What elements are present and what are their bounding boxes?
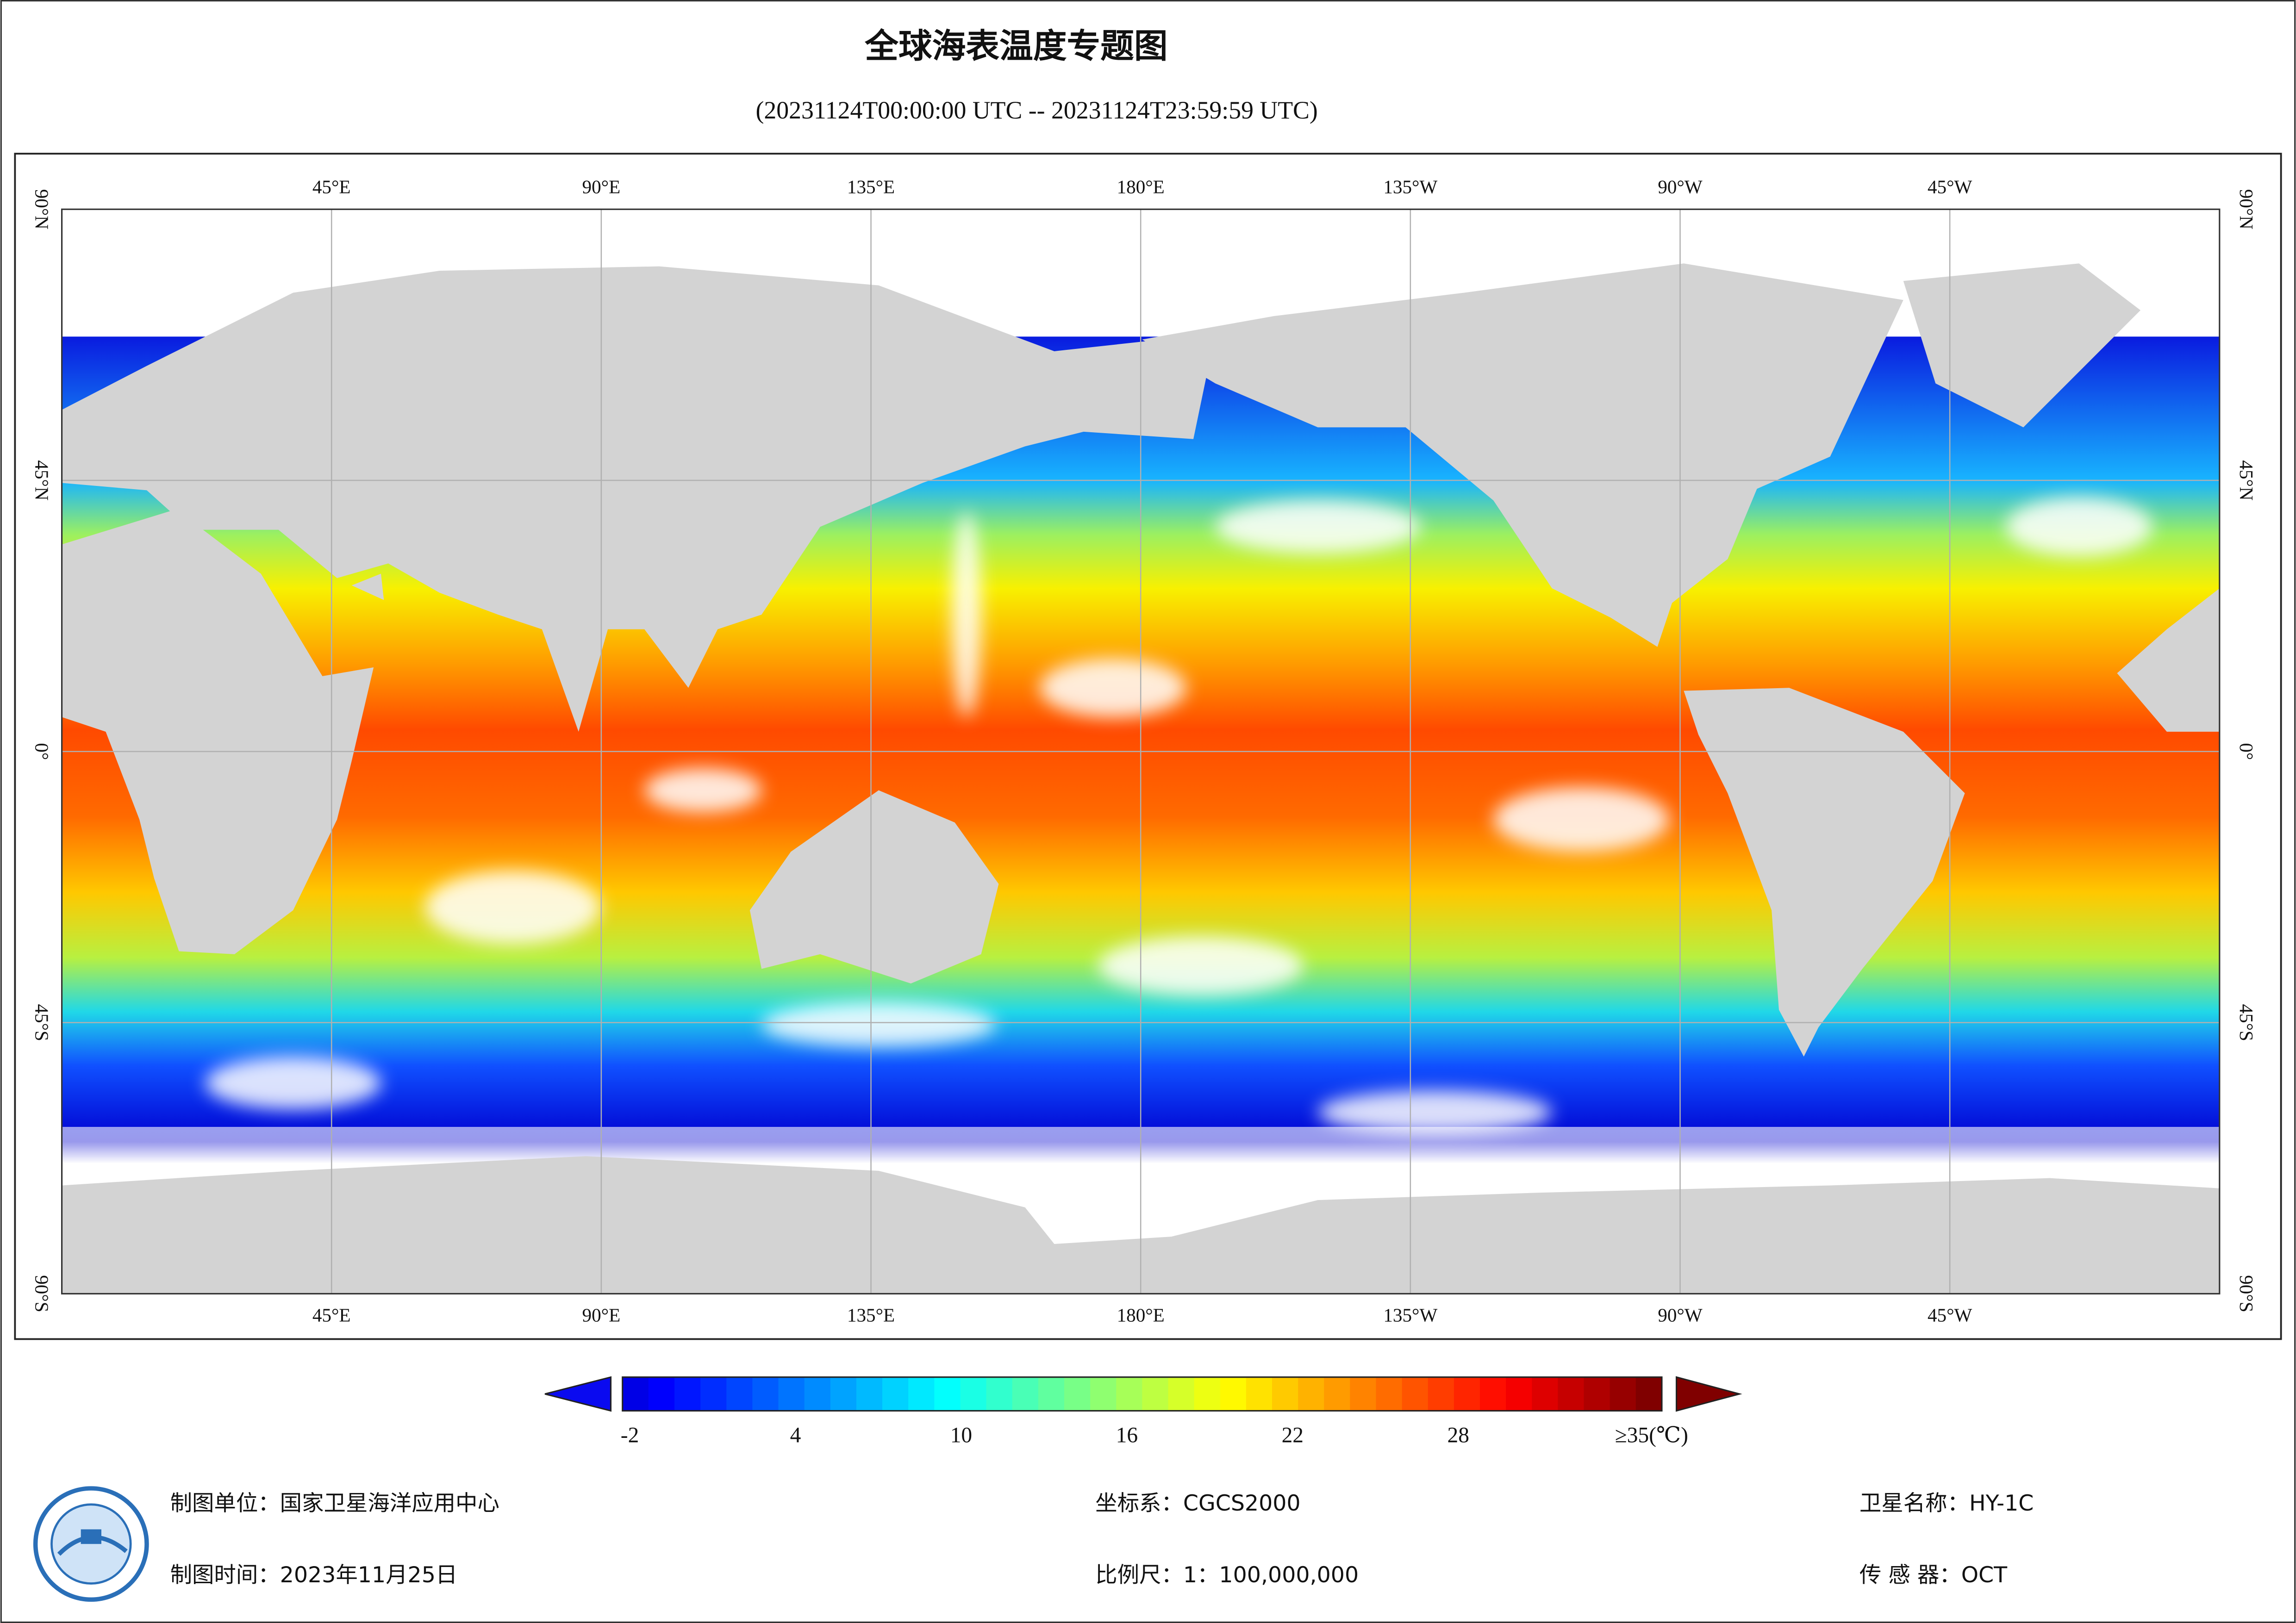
- lon-label-bottom: 135°W: [1383, 1305, 1437, 1326]
- colorbar-cell: [1532, 1377, 1559, 1411]
- lon-label-top: 45°W: [1928, 176, 1972, 197]
- colorbar-cell: [1610, 1377, 1636, 1411]
- colorbar-cell: [882, 1377, 909, 1411]
- colorbar-cell: [1272, 1377, 1299, 1411]
- footer-satellite: 卫星名称：HY-1C: [1859, 1491, 2034, 1516]
- lon-label-bottom: 90°E: [582, 1305, 621, 1326]
- colorbar-cell: [1038, 1377, 1065, 1411]
- colorbar-cell: [1402, 1377, 1429, 1411]
- lon-label-bottom: 45°W: [1928, 1305, 1972, 1326]
- lon-label-top: 45°E: [312, 176, 351, 197]
- colorbar-cell: [1584, 1377, 1610, 1411]
- colorbar-cell: [1142, 1377, 1169, 1411]
- colorbar-cell: [1324, 1377, 1351, 1411]
- lon-label-top: 90°W: [1658, 176, 1703, 197]
- lat-label-right: 45°N: [2236, 460, 2257, 500]
- map-frame: [14, 153, 2282, 1340]
- colorbar-cell: [856, 1377, 883, 1411]
- colorbar-cell: [674, 1377, 701, 1411]
- colorbar-tick-label: 22: [1282, 1423, 1304, 1447]
- colorbar-cell: [648, 1377, 675, 1411]
- colorbar-tick-label: 10: [950, 1423, 972, 1447]
- lat-label-right: 0°: [2236, 743, 2257, 760]
- lon-label-top: 135°W: [1383, 176, 1437, 197]
- colorbar-cell: [908, 1377, 935, 1411]
- colorbar-cell: [934, 1377, 961, 1411]
- colorbar-tick-label: 4: [790, 1423, 801, 1447]
- colorbar-cell: [1090, 1377, 1117, 1411]
- colorbar-tick-label: -2: [621, 1423, 639, 1447]
- footer-unit: 制图单位：国家卫星海洋应用中心: [170, 1491, 499, 1516]
- footer-scale: 比例尺：1：100,000,000: [1095, 1562, 1359, 1588]
- lat-label-left: 90°S: [31, 1275, 53, 1312]
- colorbar-cell: [986, 1377, 1013, 1411]
- lon-label-top: 135°E: [847, 176, 895, 197]
- colorbar-cell: [960, 1377, 987, 1411]
- colorbar-cell: [700, 1377, 727, 1411]
- colorbar-cell: [1116, 1377, 1143, 1411]
- colorbar-cell: [1298, 1377, 1325, 1411]
- colorbar-low-arrow: [544, 1376, 612, 1412]
- colorbar-cell: [1350, 1377, 1377, 1411]
- colorbar-cell: [1454, 1377, 1481, 1411]
- colorbar-cell: [1012, 1377, 1039, 1411]
- colorbar-cell: [1168, 1377, 1195, 1411]
- lat-label-left: 90°N: [31, 189, 53, 230]
- logo: [33, 1486, 149, 1602]
- colorbar-cell: [1480, 1377, 1507, 1411]
- lat-label-right: 45°S: [2236, 1004, 2257, 1041]
- colorbar-cell: [1558, 1377, 1585, 1411]
- footer-time: 制图时间：2023年11月25日: [170, 1562, 458, 1588]
- lon-label-bottom: 45°E: [312, 1305, 351, 1326]
- lat-label-right: 90°N: [2236, 189, 2257, 230]
- cloud-gaps: [205, 497, 2152, 1134]
- lon-label-top: 180°E: [1117, 176, 1165, 197]
- footer-sensor: 传 感 器：OCT: [1859, 1562, 2008, 1588]
- colorbar-cell: [1064, 1377, 1091, 1411]
- colorbar-cell: [752, 1377, 779, 1411]
- colorbar-cell: [1635, 1377, 1662, 1411]
- colorbar-tick-label: 16: [1116, 1423, 1138, 1447]
- subtitle: (20231124T00:00:00 UTC -- 20231124T23:59…: [756, 96, 1318, 124]
- colorbar-tick-label: ≥35(℃): [1615, 1423, 1688, 1447]
- lat-label-left: 45°N: [31, 460, 53, 500]
- colorbar-tick-label: 28: [1447, 1423, 1469, 1447]
- colorbar-cell: [1428, 1377, 1454, 1411]
- colorbar-cell: [778, 1377, 805, 1411]
- footer-crs: 坐标系：CGCS2000: [1095, 1491, 1300, 1516]
- graticule: 45°E 45°E 90°E 90°E 135°E 135°E 180°E 180°E 135°…: [31, 176, 2257, 1325]
- colorbar-cell: [1506, 1377, 1533, 1411]
- colorbar-cell: [830, 1377, 857, 1411]
- colorbar-cell: [804, 1377, 831, 1411]
- colorbar-high-arrow: [1676, 1376, 1742, 1412]
- colorbar-cell: [726, 1377, 753, 1411]
- lat-label-right: 90°S: [2236, 1275, 2257, 1312]
- colorbar-cell: [1376, 1377, 1403, 1411]
- lon-label-bottom: 90°W: [1658, 1305, 1703, 1326]
- colorbar-cell: [1220, 1377, 1247, 1411]
- lat-label-left: 0°: [31, 743, 53, 760]
- lat-label-left: 45°S: [31, 1004, 53, 1041]
- lon-label-top: 90°E: [582, 176, 621, 197]
- colorbar-cell: [622, 1377, 649, 1411]
- colorbar-cell: [1246, 1377, 1273, 1411]
- lon-label-bottom: 180°E: [1117, 1305, 1165, 1326]
- lon-label-bottom: 135°E: [847, 1305, 895, 1326]
- colorbar: -2 4 10 16 22 28 ≥35(℃): [544, 1376, 1742, 1447]
- colorbar-cell: [1194, 1377, 1221, 1411]
- map-border: [61, 208, 2221, 1295]
- title: 全球海表温度专题图: [864, 26, 1167, 66]
- colorbar-border: [622, 1376, 1663, 1412]
